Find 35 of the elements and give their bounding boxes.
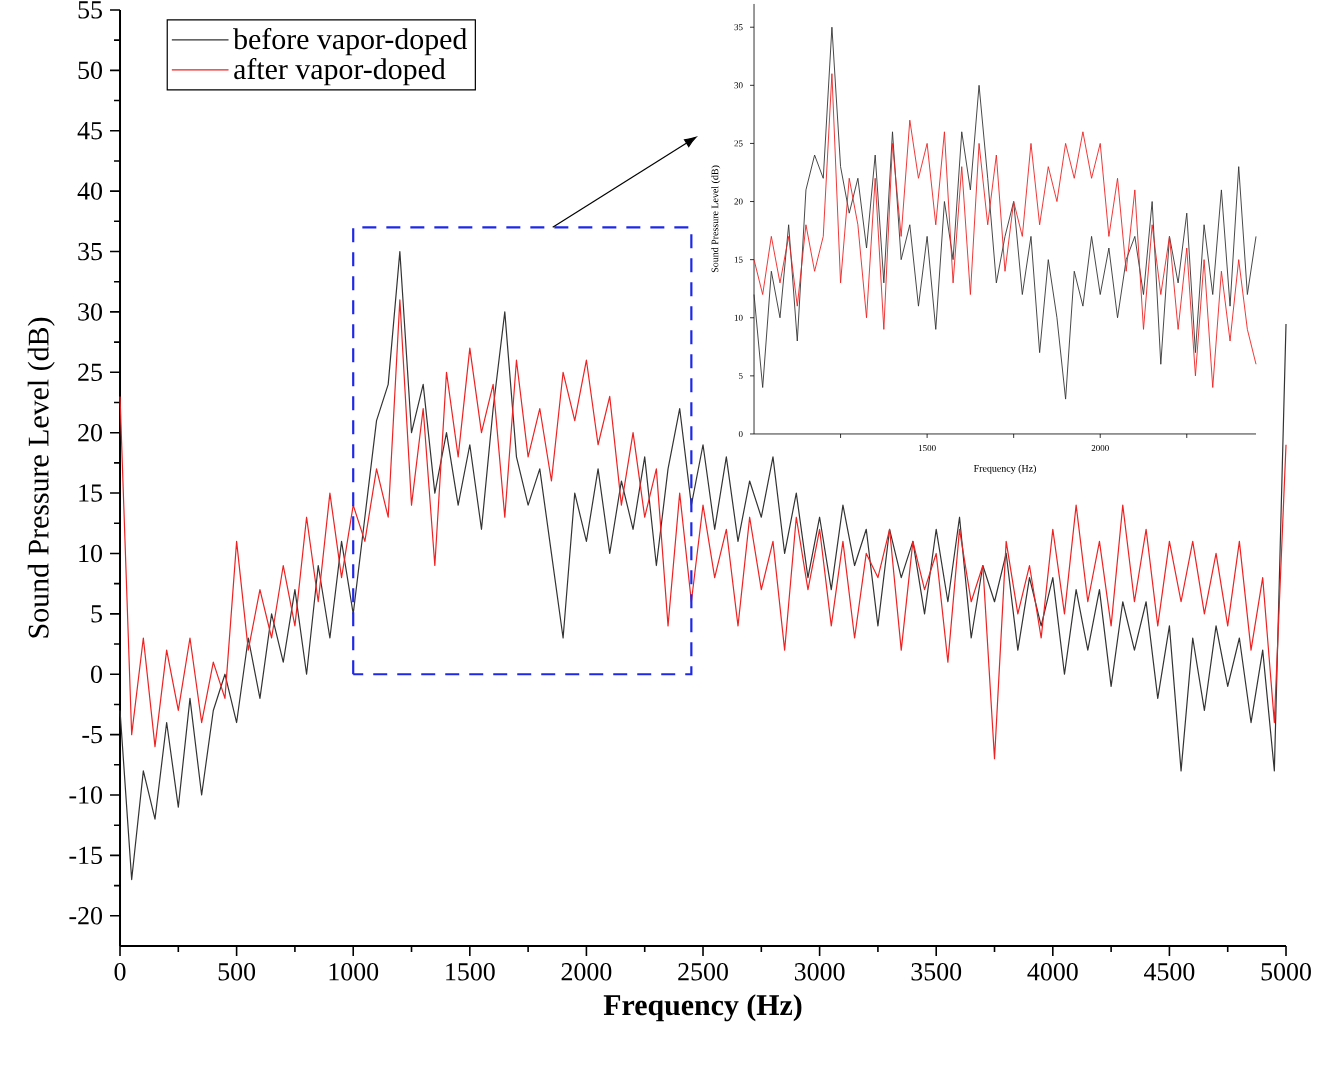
y-tick-label: 20 xyxy=(78,423,102,442)
x-tick-label: 5000 xyxy=(1261,963,1311,981)
y-tick-label: -10 xyxy=(69,786,102,804)
line-series xyxy=(119,299,1287,760)
y-tick-label: 5 xyxy=(91,605,102,623)
line-series xyxy=(119,250,1287,881)
y-tick-label: 45 xyxy=(77,122,102,140)
x-tick-label: 1000 xyxy=(329,963,379,981)
x-tick-label: 0 xyxy=(114,963,126,981)
y-tick-label: 25 xyxy=(78,363,102,381)
y-axis-title: Sound Pressure Level (dB) xyxy=(27,317,55,638)
x-tick-label: 1500 xyxy=(446,963,495,981)
y-tick-label: 55 xyxy=(78,1,102,19)
line-series xyxy=(753,73,1257,388)
x-tick-label: 2500 xyxy=(678,963,728,981)
y-tick-label: 40 xyxy=(77,182,102,200)
x-tick-label: 3000 xyxy=(794,963,845,981)
y-tick-label: -20 xyxy=(69,907,102,925)
y-tick-label: 50 xyxy=(78,61,102,80)
x-tick-label: 4500 xyxy=(1144,963,1195,981)
x-tick-label: 3500 xyxy=(911,963,962,981)
y-tick-label: 15 xyxy=(79,484,102,502)
x-tick-label: 2000 xyxy=(561,963,612,981)
y-tick-label: 30 xyxy=(78,303,102,321)
y-tick-label: 10 xyxy=(79,544,102,563)
legend-label: after vapor-doped xyxy=(234,57,446,86)
x-tick-label: 4000 xyxy=(1027,963,1078,981)
line-series xyxy=(753,26,1257,400)
legend-label: before vapor-doped xyxy=(233,27,467,56)
y-tick-label: 0 xyxy=(91,665,102,683)
y-tick-label: -5 xyxy=(82,726,102,744)
x-tick-label: 500 xyxy=(218,963,256,981)
x-axis-title: Frequency (Hz) xyxy=(603,994,802,1022)
y-tick-label: -15 xyxy=(69,846,102,865)
y-tick-label: 35 xyxy=(78,242,102,261)
